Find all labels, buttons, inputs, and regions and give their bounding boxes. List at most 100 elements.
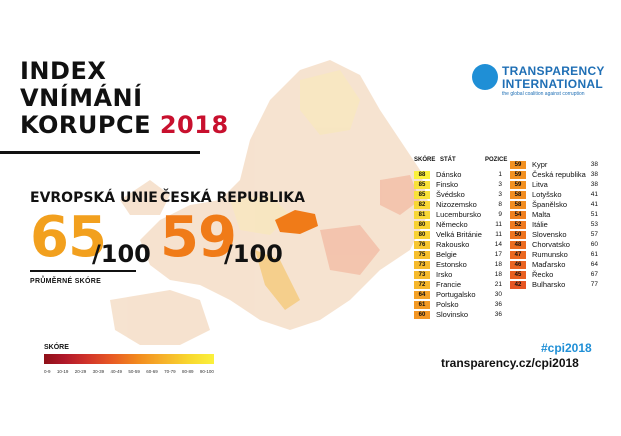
row-score: 48	[510, 240, 526, 249]
row-score: 76	[414, 240, 430, 249]
table-row: 59 Kypr	[510, 160, 547, 169]
row-position: 11	[495, 221, 502, 228]
cz-score: 59	[160, 205, 237, 270]
row-score: 58	[510, 200, 526, 209]
legend-tick: 0-9	[44, 369, 51, 374]
row-score: 81	[414, 210, 430, 219]
row-country: Lotyšsko	[532, 190, 562, 199]
row-score: 73	[414, 270, 430, 279]
row-country: Velká Británie	[436, 230, 482, 239]
row-score: 85	[414, 180, 430, 189]
row-score: 80	[414, 230, 430, 239]
table-row: 76 Rakousko	[414, 240, 469, 249]
row-score: 73	[414, 260, 430, 269]
row-score: 58	[510, 190, 526, 199]
row-score: 72	[414, 280, 430, 289]
row-position: 60	[590, 241, 598, 248]
table-row: 52 Itálie	[510, 220, 548, 229]
legend-tick: 90-100	[199, 369, 214, 374]
row-score: 59	[510, 160, 526, 169]
row-country: Itálie	[532, 220, 548, 229]
cz-heading: ČESKÁ REPUBLIKA	[160, 190, 305, 206]
title-divider	[0, 151, 200, 154]
cz-score-max: /100	[224, 240, 283, 268]
row-country: Chorvatsko	[532, 240, 570, 249]
row-position: 53	[590, 221, 598, 228]
row-country: Malta	[532, 210, 551, 219]
row-position: 3	[498, 191, 502, 198]
row-country: Slovensko	[532, 230, 567, 239]
legend-title: SKÓRE	[44, 344, 69, 351]
row-country: Francie	[436, 280, 462, 289]
row-score: 45	[510, 270, 526, 279]
row-score: 42	[510, 280, 526, 289]
website-url[interactable]: transparency.cz/cpi2018	[441, 356, 579, 370]
table-row: 85 Finsko	[414, 180, 458, 189]
row-score: 82	[414, 200, 430, 209]
row-score: 61	[414, 300, 430, 309]
row-country: Německo	[436, 220, 468, 229]
row-position: 41	[590, 201, 598, 208]
row-position: 9	[498, 211, 502, 218]
table-row: 46 Maďarsko	[510, 260, 565, 269]
table-row: 59 Litva	[510, 180, 548, 189]
row-country: Švédsko	[436, 190, 465, 199]
row-country: Španělsko	[532, 200, 568, 209]
row-country: Nizozemsko	[436, 200, 477, 209]
table-row: 81 Lucembursko	[414, 210, 481, 219]
czech-republic-shape	[275, 210, 318, 234]
table-row: 47 Rumunsko	[510, 250, 568, 259]
header-position: POZICE	[485, 157, 508, 163]
eu-divider	[30, 270, 136, 272]
ti-logo-icon	[472, 64, 498, 90]
row-score: 80	[414, 220, 430, 229]
table-row: 73 Estonsko	[414, 260, 467, 269]
row-country: Lucembursko	[436, 210, 482, 219]
header-country: STÁT	[440, 157, 456, 163]
legend-tick: 70-79	[164, 369, 176, 374]
row-position: 18	[494, 261, 502, 268]
row-country: Slovinsko	[436, 310, 469, 319]
row-score: 59	[510, 180, 526, 189]
row-country: Maďarsko	[532, 260, 566, 269]
logo-tagline: the global coalition against corruption	[502, 91, 585, 97]
eu-score-max: /100	[92, 240, 151, 268]
title-line-3: KORUPCE 2018	[20, 112, 229, 139]
row-position: 17	[494, 251, 502, 258]
row-position: 30	[494, 291, 502, 298]
row-score: 59	[510, 170, 526, 179]
row-country: Řecko	[532, 270, 554, 279]
row-score: 60	[414, 310, 430, 319]
row-position: 61	[590, 251, 598, 258]
hashtag[interactable]: #cpi2018	[541, 341, 592, 355]
table-row: 60 Slovinsko	[414, 310, 468, 319]
table-row: 80 Velká Británie	[414, 230, 482, 239]
eu-heading: EVROPSKÁ UNIE	[30, 190, 158, 206]
title-line-1: INDEX	[20, 57, 107, 85]
row-position: 38	[590, 171, 598, 178]
row-position: 64	[590, 261, 598, 268]
legend-tick: 20-29	[74, 369, 87, 374]
row-score: 54	[510, 210, 526, 219]
row-position: 67	[590, 271, 598, 278]
legend-ticks: 0-9 10-19 20-29 30-39 40-49 50-59 60-69 70-79 80…	[44, 369, 214, 374]
row-country: Česká republika	[532, 170, 586, 179]
legend-tick: 50-59	[128, 369, 140, 374]
row-position: 8	[498, 201, 502, 208]
row-position: 21	[494, 281, 502, 288]
row-position: 18	[494, 271, 502, 278]
eu-score: 65	[30, 205, 107, 270]
header-score: SKÓRE	[414, 157, 436, 163]
row-country: Irsko	[436, 270, 453, 279]
row-position: 14	[494, 241, 502, 248]
row-position: 3	[498, 181, 502, 188]
row-country: Belgie	[436, 250, 457, 259]
logo-line-1: TRANSPARENCY	[502, 64, 605, 78]
row-position: 11	[495, 231, 502, 238]
row-position: 77	[590, 281, 598, 288]
transparency-international-logo[interactable]: TRANSPARENCY INTERNATIONAL the global co…	[472, 62, 605, 98]
row-country: Polsko	[436, 300, 459, 309]
table-row: 88 Dánsko	[414, 170, 461, 179]
legend-tick: 80-89	[182, 369, 194, 374]
